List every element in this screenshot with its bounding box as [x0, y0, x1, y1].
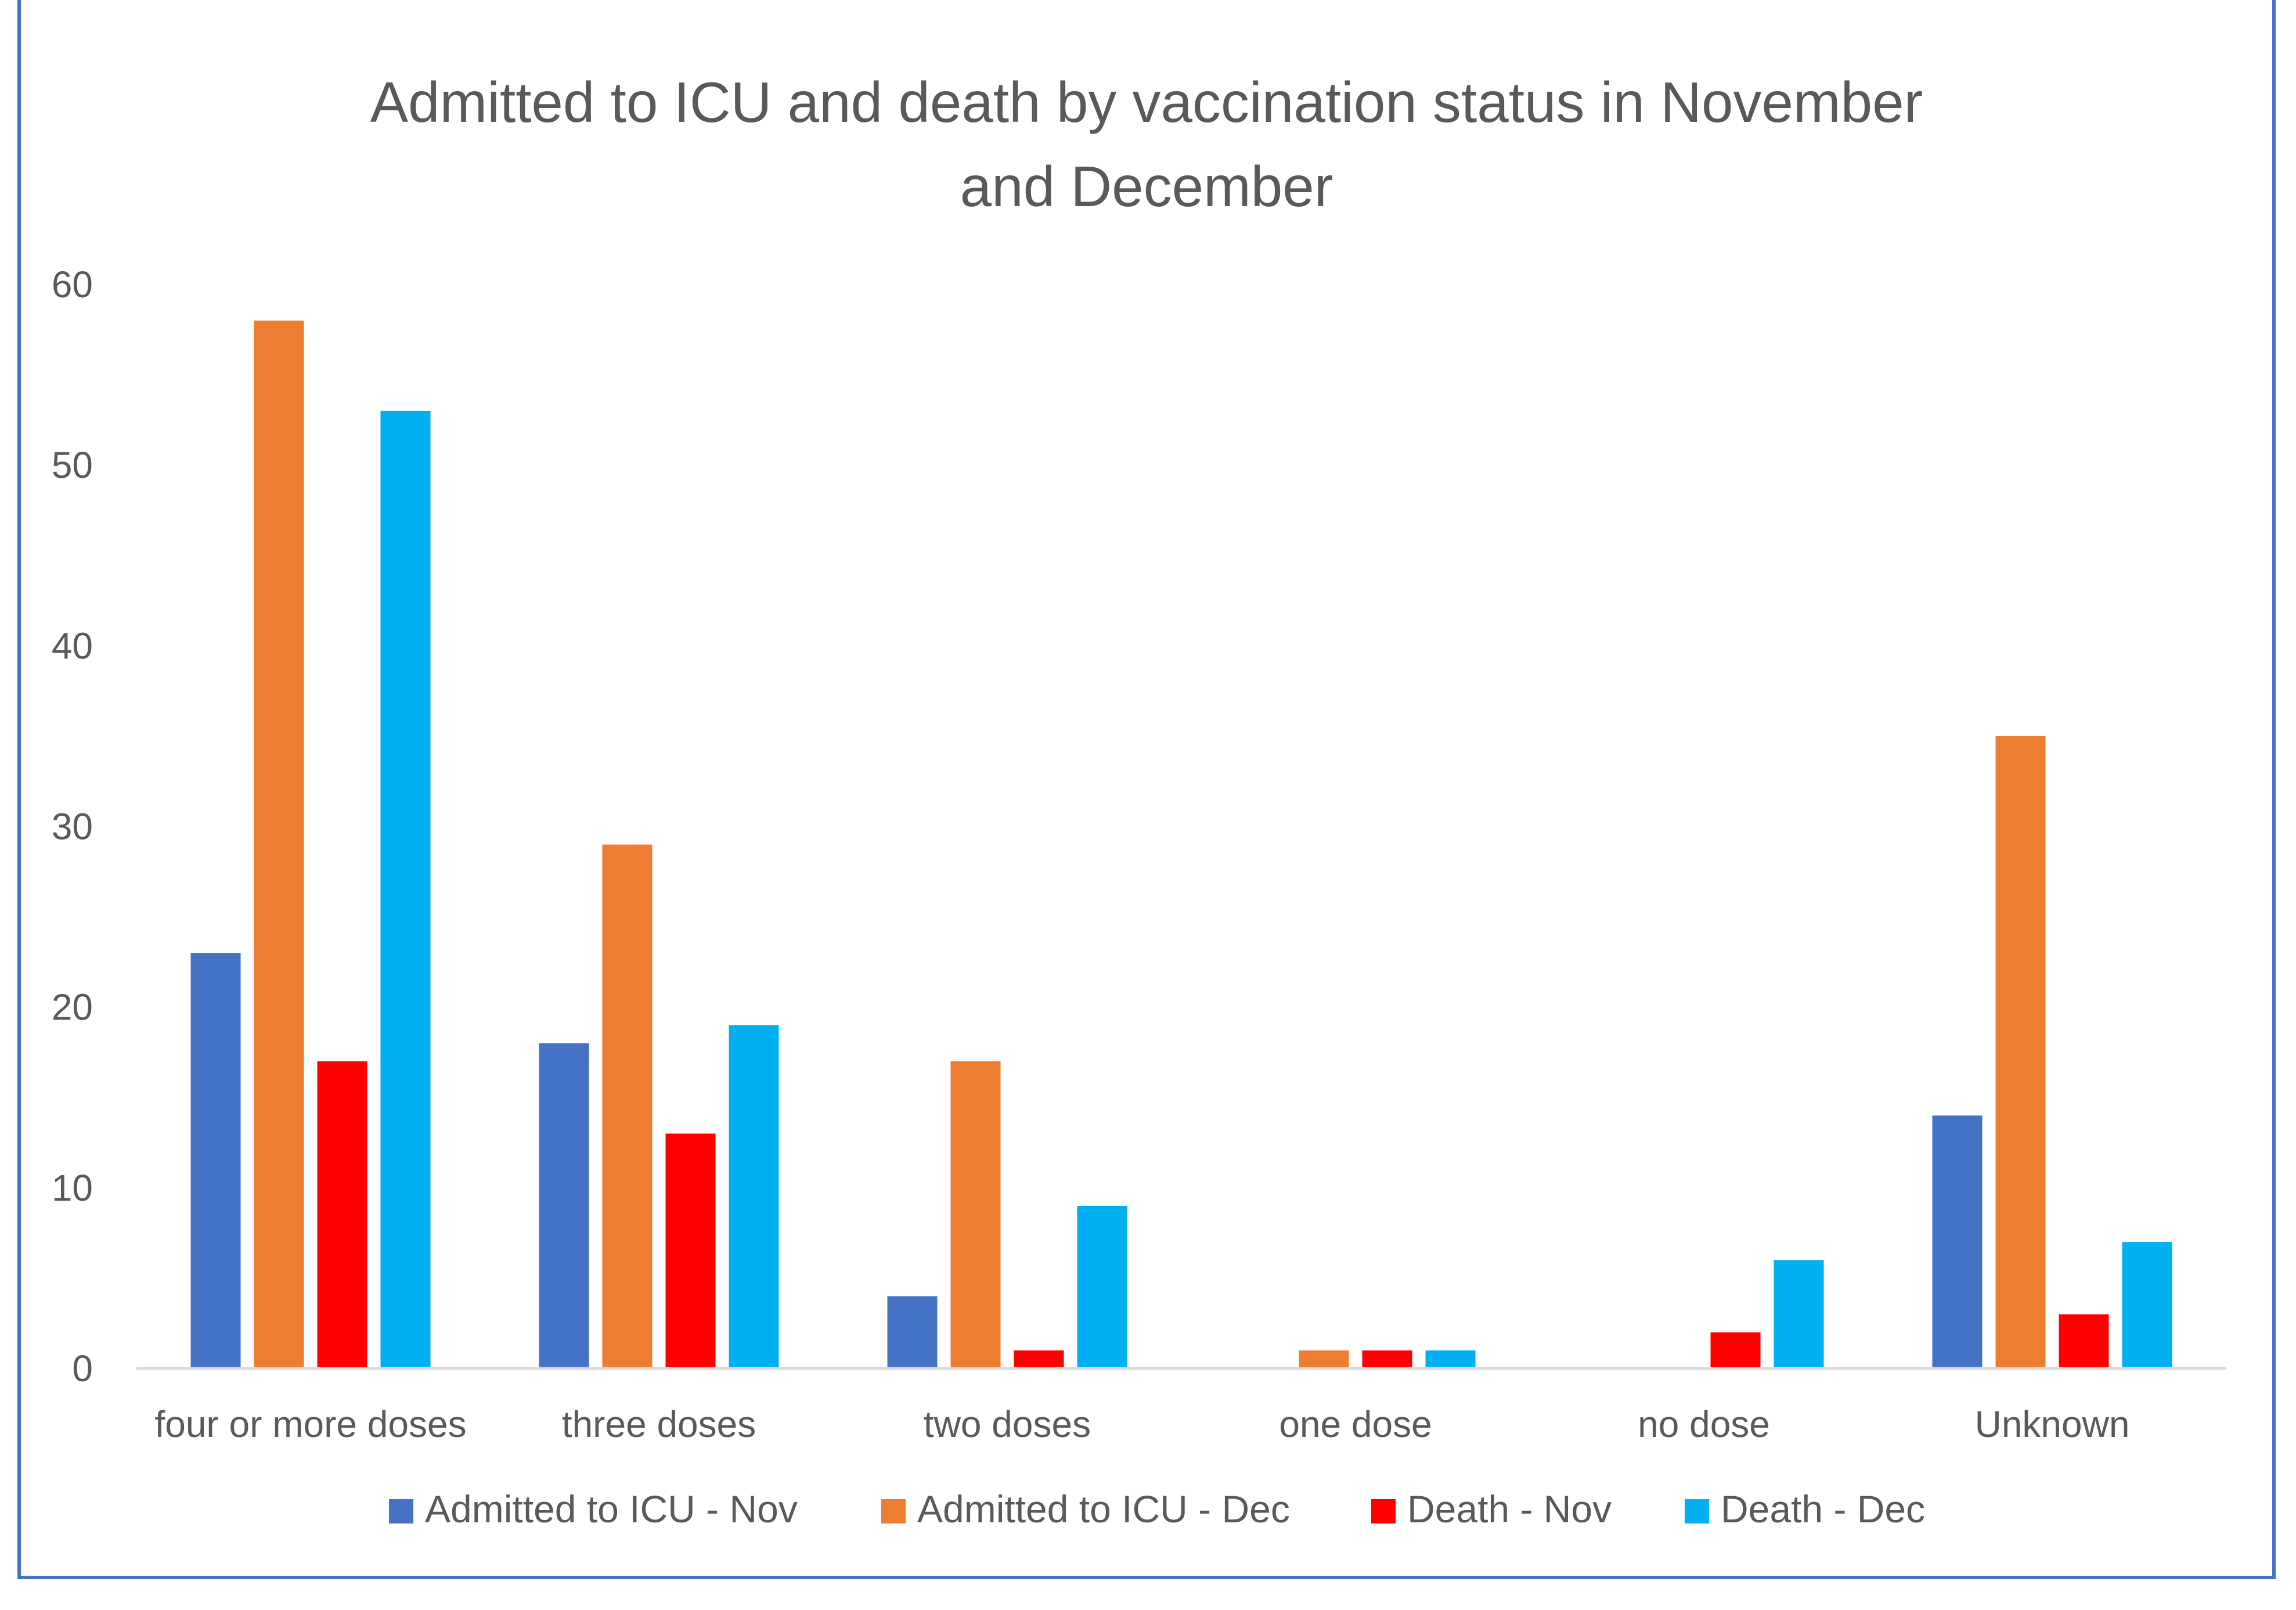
bar-admitted-to-icu-nov-unknown	[1932, 1115, 1983, 1368]
bar-death-dec-one-dose	[1425, 1350, 1476, 1368]
bar-death-nov-three-doses	[665, 1133, 716, 1368]
x-axis-ticks: four or more doses three doses two doses on…	[154, 1403, 2129, 1445]
chart-title: Admitted to ICU and death by vaccination…	[370, 70, 1923, 218]
chart-title-line-2: and December	[960, 154, 1333, 218]
bar-admitted-to-icu-dec-four-or-more-doses	[254, 320, 304, 1368]
y-tick-label: 50	[52, 444, 93, 486]
legend-swatch	[389, 1499, 413, 1523]
bar-admitted-to-icu-dec-two-doses	[950, 1061, 1001, 1368]
x-tick-label: four or more doses	[154, 1403, 466, 1445]
x-tick-label: three doses	[562, 1403, 756, 1445]
bar-death-dec-no-dose	[1774, 1260, 1824, 1368]
bar-admitted-to-icu-dec-unknown	[1995, 736, 2046, 1368]
bar-death-nov-four-or-more-doses	[317, 1061, 367, 1368]
y-tick-label: 60	[52, 264, 93, 305]
x-tick-label: no dose	[1638, 1403, 1770, 1445]
x-tick-label: Unknown	[1975, 1403, 2130, 1445]
bar-death-dec-two-doses	[1077, 1205, 1127, 1368]
legend: Admitted to ICU - Nov Admitted to ICU - D…	[389, 1487, 1925, 1530]
legend-swatch	[1371, 1499, 1396, 1523]
legend-label: Death - Dec	[1721, 1487, 1925, 1530]
bar-admitted-to-icu-dec-three-doses	[602, 844, 653, 1368]
x-tick-label: one dose	[1279, 1403, 1432, 1445]
y-tick-label: 10	[52, 1167, 93, 1209]
bar-death-dec-unknown	[2122, 1242, 2172, 1368]
y-tick-label: 20	[52, 986, 93, 1028]
y-axis-ticks: 0 10 20 30 40 50 60	[52, 264, 93, 1389]
bar-death-nov-one-dose	[1362, 1350, 1412, 1368]
bar-death-dec-three-doses	[729, 1025, 779, 1368]
bars	[190, 320, 2172, 1368]
legend-label: Death - Nov	[1407, 1487, 1612, 1530]
bar-death-nov-unknown	[2059, 1314, 2109, 1368]
bar-death-nov-two-doses	[1014, 1350, 1064, 1368]
legend-swatch	[881, 1499, 906, 1523]
chart-title-line-1: Admitted to ICU and death by vaccination…	[370, 70, 1923, 134]
legend-label: Admitted to ICU - Dec	[917, 1487, 1290, 1530]
bar-admitted-to-icu-nov-two-doses	[887, 1296, 938, 1368]
y-tick-label: 40	[52, 625, 93, 667]
bar-death-nov-no-dose	[1710, 1332, 1761, 1368]
x-tick-label: two doses	[924, 1403, 1091, 1445]
bar-admitted-to-icu-nov-three-doses	[539, 1043, 589, 1368]
bar-admitted-to-icu-nov-four-or-more-doses	[190, 953, 241, 1368]
legend-swatch	[1685, 1499, 1709, 1523]
legend-label: Admitted to ICU - Nov	[425, 1487, 798, 1530]
y-tick-label: 30	[52, 806, 93, 848]
bar-admitted-to-icu-dec-one-dose	[1299, 1350, 1349, 1368]
y-tick-label: 0	[72, 1348, 93, 1389]
bar-death-dec-four-or-more-doses	[380, 410, 431, 1368]
